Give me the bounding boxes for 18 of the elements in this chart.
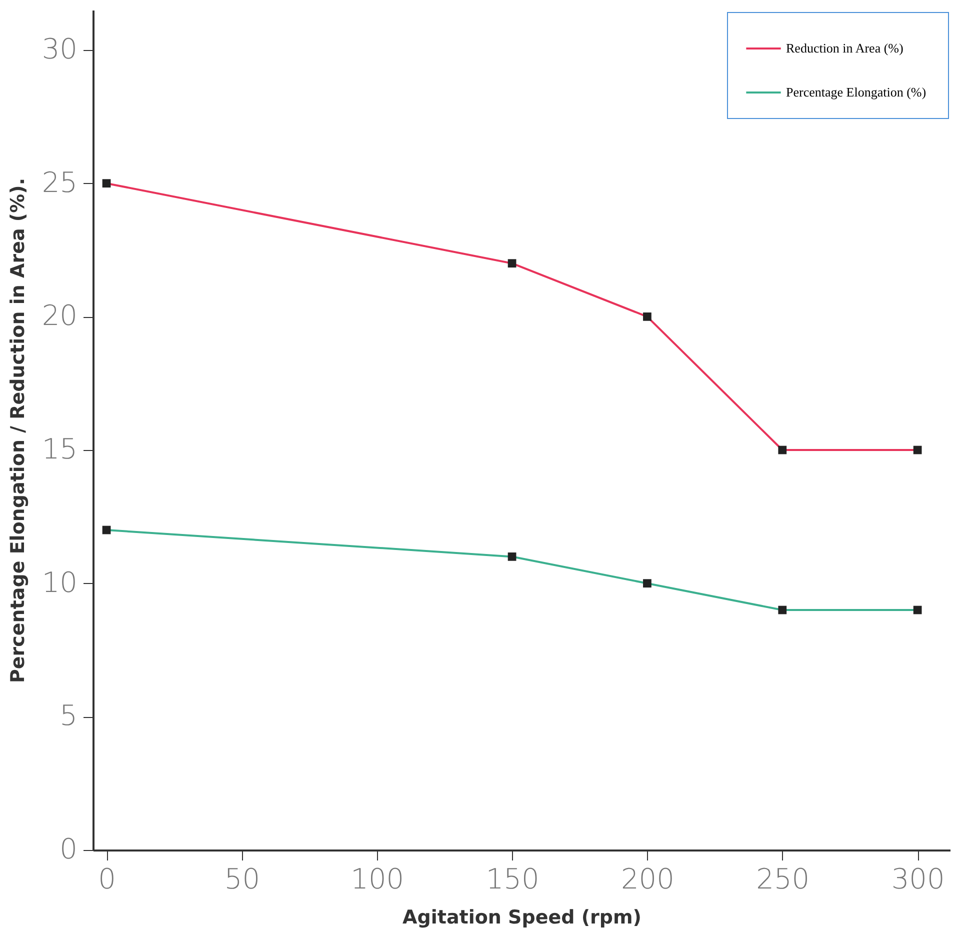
x-tick-label: 100 — [350, 862, 404, 896]
y-tick-label: 15 — [42, 432, 78, 466]
x-axis-title: Agitation Speed (rpm) — [402, 906, 642, 928]
legend-label: Reduction in Area (%) — [786, 40, 904, 56]
x-tick-label: 300 — [891, 862, 945, 896]
y-tick-label: 20 — [42, 299, 78, 332]
x-tick-label: 150 — [486, 862, 540, 896]
x-tick-label: 250 — [756, 862, 810, 896]
x-tick-label: 0 — [98, 862, 116, 896]
y-axis-title: Percentage Elongation / Reduction in Area (%). — [6, 178, 29, 684]
legend-label: Percentage Elongation (%) — [786, 84, 926, 100]
y-tick-label: 5 — [60, 699, 78, 732]
y-tick-label: 25 — [42, 166, 78, 199]
y-tick-label: 30 — [42, 32, 78, 66]
x-tick-label: 50 — [224, 862, 260, 896]
y-tick-label: 0 — [60, 832, 78, 866]
y-tick-label: 10 — [42, 566, 78, 599]
x-tick-label: 200 — [620, 862, 674, 896]
